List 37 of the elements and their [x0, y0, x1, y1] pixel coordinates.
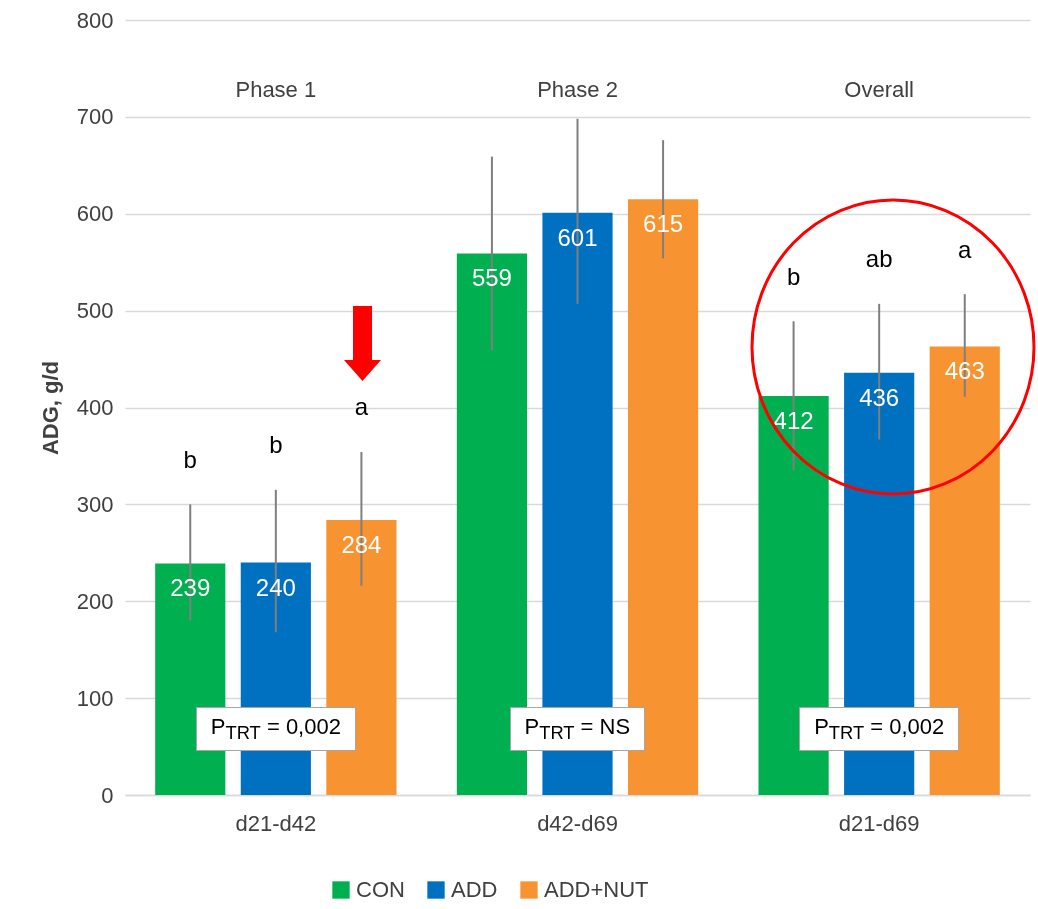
- data-label: 601: [557, 223, 598, 251]
- annotation: a: [354, 393, 369, 421]
- annotation: P$_{TRT}$ = 0,002: [799, 707, 960, 752]
- bar: [627, 199, 699, 795]
- annotation: P$_{TRT}$ = 0,002: [195, 707, 356, 752]
- annotation: ab: [865, 245, 893, 273]
- data-label: 412: [773, 406, 814, 434]
- y-tick-label: 200: [76, 588, 114, 614]
- y-tick-label: 800: [76, 7, 114, 33]
- y-tick-label: 600: [76, 201, 114, 227]
- annotation: b: [786, 262, 801, 290]
- legend-label: ADD: [451, 877, 498, 902]
- y-tick-label: 300: [76, 491, 114, 517]
- data-label: 436: [859, 383, 900, 411]
- x-tick-label: d42-d69: [537, 810, 618, 836]
- y-tick-label: 100: [76, 685, 114, 711]
- bar: [758, 395, 829, 795]
- x-tick-label: d21-d69: [838, 810, 920, 836]
- annotation: b: [183, 445, 197, 473]
- annotation: Phase 1: [235, 76, 317, 102]
- legend-label: CON: [356, 877, 405, 902]
- y-axis-title: ADG, g/d: [37, 360, 63, 456]
- annotation: Phase 2: [537, 76, 618, 102]
- y-tick-label: 500: [76, 298, 114, 324]
- legend-label: ADD+NUT: [544, 877, 649, 902]
- data-label: 239: [170, 574, 211, 602]
- annotation: a: [958, 235, 973, 263]
- y-tick-label: 0: [101, 782, 114, 808]
- x-tick-label: d21-d42: [235, 810, 317, 836]
- bar: [456, 253, 528, 795]
- y-tick-label: 400: [76, 395, 114, 420]
- data-label: 559: [471, 264, 512, 292]
- annotation: b: [269, 431, 283, 459]
- data-label: 240: [255, 573, 296, 601]
- annotation: Overall: [844, 76, 915, 102]
- y-tick-label: 700: [76, 104, 114, 130]
- annotation: P$_{TRT}$ = NS: [509, 707, 646, 752]
